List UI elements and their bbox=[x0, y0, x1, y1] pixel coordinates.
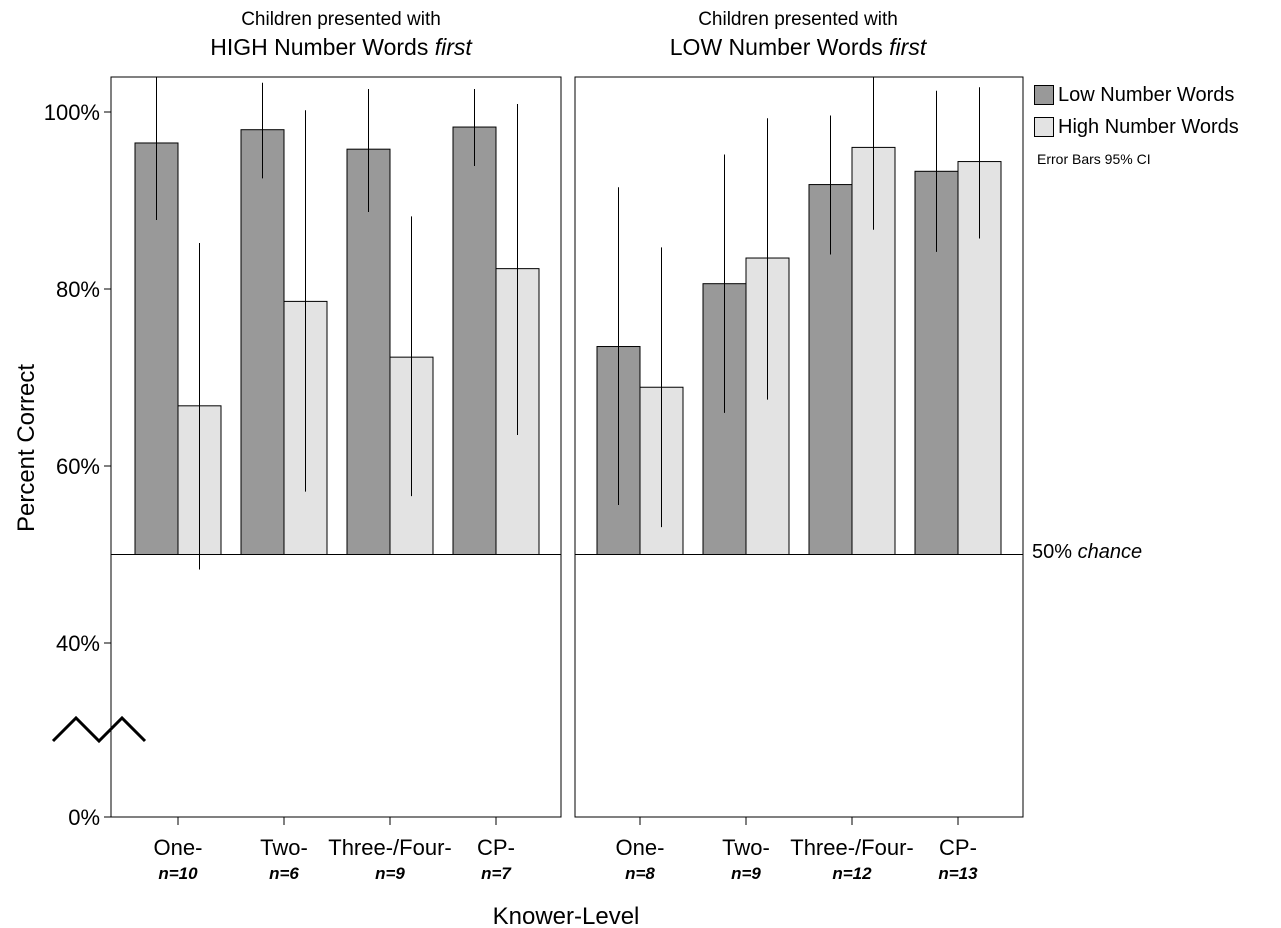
n-label-p1-2: n=12 bbox=[832, 864, 872, 883]
y-tick-label-0: 0% bbox=[68, 805, 100, 830]
y-tick-label-60: 60% bbox=[56, 454, 100, 479]
n-label-p0-3: n=7 bbox=[481, 864, 512, 883]
panel-frame-0 bbox=[110, 76, 562, 818]
panel-frame-1 bbox=[574, 76, 1024, 818]
x-tick-label-p0-2: Three-/Four- bbox=[328, 835, 451, 860]
x-tick-label-p1-2: Three-/Four- bbox=[790, 835, 913, 860]
x-axis-label: Knower-Level bbox=[493, 903, 640, 928]
right-panel-title: Children presented with LOW Number Words… bbox=[568, 8, 1028, 62]
x-tick-label-p1-1: Two- bbox=[722, 835, 770, 860]
x-tick-label-p1-0: One- bbox=[616, 835, 665, 860]
bar-p0-3-low bbox=[452, 126, 497, 555]
left-panel-title-line1: Children presented with bbox=[241, 9, 441, 30]
chance-label: 50% chance bbox=[1032, 541, 1142, 564]
n-label-p0-2: n=9 bbox=[375, 864, 405, 883]
legend-item-low: Low Number Words bbox=[1034, 79, 1239, 111]
y-tick-label-100: 100% bbox=[44, 100, 100, 125]
n-label-p1-1: n=9 bbox=[731, 864, 761, 883]
x-tick-label-p0-1: Two- bbox=[260, 835, 308, 860]
y-tick-label-80: 80% bbox=[56, 277, 100, 302]
n-label-p0-1: n=6 bbox=[269, 864, 299, 883]
legend-swatch-low bbox=[1034, 85, 1054, 105]
error-bars-note: Error Bars 95% CI bbox=[1037, 151, 1151, 167]
n-label-p1-0: n=8 bbox=[625, 864, 655, 883]
left-panel-title: Children presented with HIGH Number Word… bbox=[111, 8, 571, 62]
left-panel-title-line2: HIGH Number Words bbox=[210, 34, 429, 60]
bar-p0-2-low bbox=[346, 148, 391, 555]
left-panel-title-first: first bbox=[434, 34, 472, 60]
legend-label-low: Low Number Words bbox=[1058, 83, 1235, 106]
chance-label-word: chance bbox=[1077, 541, 1143, 563]
legend-label-high: High Number Words bbox=[1058, 115, 1239, 138]
right-panel-title-line2: LOW Number Words bbox=[669, 34, 883, 60]
x-tick-label-p1-3: CP- bbox=[939, 835, 977, 860]
chance-label-value: 50% bbox=[1032, 541, 1073, 563]
legend: Low Number Words High Number Words Error… bbox=[1034, 79, 1239, 167]
x-tick-label-p0-0: One- bbox=[154, 835, 203, 860]
right-panel-title-line1: Children presented with bbox=[698, 9, 898, 30]
y-axis-label: Percent Correct bbox=[13, 364, 40, 532]
n-label-p1-3: n=13 bbox=[938, 864, 978, 883]
n-label-p0-0: n=10 bbox=[158, 864, 198, 883]
legend-swatch-high bbox=[1034, 117, 1054, 137]
right-panel-title-first: first bbox=[889, 34, 927, 60]
legend-item-high: High Number Words bbox=[1034, 111, 1239, 143]
bar-p0-1-low bbox=[240, 129, 285, 555]
x-tick-label-p0-3: CP- bbox=[477, 835, 515, 860]
y-tick-label-40: 40% bbox=[56, 631, 100, 656]
axis-break-icon bbox=[51, 715, 147, 744]
